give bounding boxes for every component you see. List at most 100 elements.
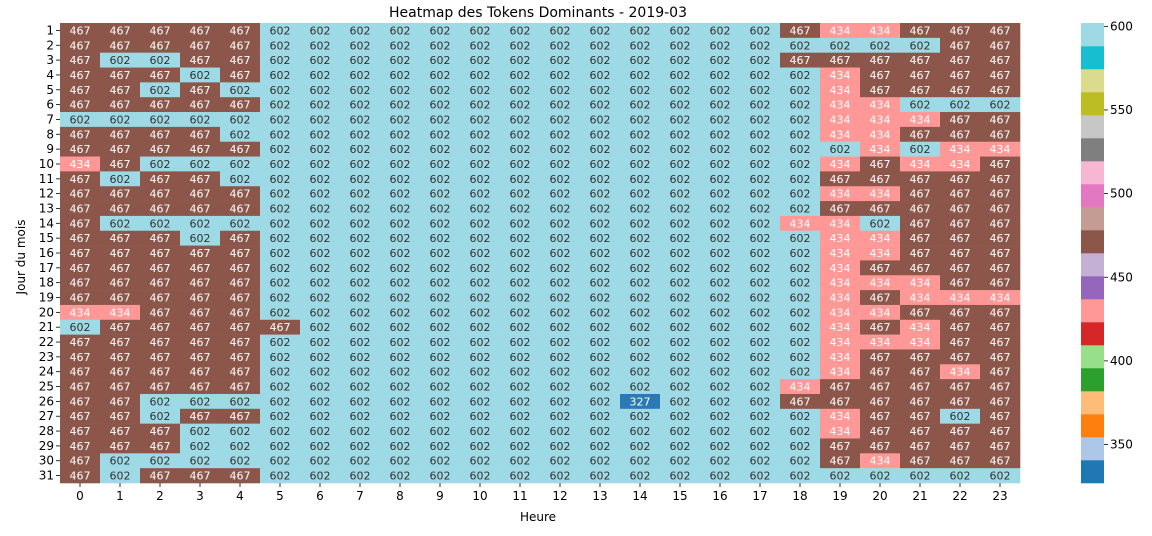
heatmap-cell (820, 468, 861, 484)
heatmap-cell (300, 468, 341, 484)
cell-value-label: 467 (870, 381, 891, 394)
cell-value-label: 602 (670, 425, 691, 438)
heatmap-cell (100, 82, 141, 98)
cell-value-label: 602 (670, 440, 691, 453)
cell-value-label: 602 (430, 440, 451, 453)
heatmap-cell (620, 245, 661, 261)
cell-value-label: 434 (110, 306, 131, 319)
cell-value-label: 602 (430, 277, 451, 290)
cell-value-label: 602 (430, 292, 451, 305)
heatmap-cell (220, 275, 261, 291)
x-tick-label: 0 (76, 489, 84, 503)
heatmap-cell (820, 141, 861, 157)
heatmap-cell (740, 334, 781, 350)
heatmap-cell (140, 201, 181, 217)
cell-value-label: 602 (550, 262, 571, 275)
heatmap-cell (60, 141, 101, 157)
cell-value-label: 467 (190, 128, 211, 141)
heatmap-cell (700, 304, 741, 321)
cell-value-label: 467 (830, 54, 851, 67)
heatmap-cell (500, 379, 541, 395)
cell-value-label: 602 (510, 54, 531, 67)
cell-value-label: 467 (70, 292, 91, 305)
cell-value-label: 602 (670, 217, 691, 230)
heatmap-cell (700, 319, 741, 335)
heatmap-cell (940, 438, 981, 454)
heatmap-cell (140, 171, 181, 187)
cell-value-label: 602 (150, 84, 171, 97)
cell-value-label: 602 (790, 143, 811, 156)
cell-value-label: 467 (870, 410, 891, 423)
heatmap-cell (220, 349, 261, 365)
heatmap-cell (260, 245, 301, 261)
heatmap-cell (260, 393, 301, 410)
cell-value-label: 602 (390, 440, 411, 453)
heatmap-cell (140, 82, 181, 98)
heatmap-cell (260, 260, 301, 276)
heatmap-cell (340, 52, 381, 68)
cell-value-label: 602 (950, 470, 971, 483)
heatmap-cell (260, 186, 301, 202)
heatmap-cell (700, 126, 741, 143)
cell-value-label: 434 (830, 24, 851, 37)
cell-value-label: 602 (270, 440, 291, 453)
cell-value-label: 602 (710, 188, 731, 201)
heatmap-cell (380, 319, 421, 335)
y-tick-label: 2 (46, 38, 54, 52)
heatmap-cell (660, 141, 701, 157)
cell-value-label: 602 (350, 84, 371, 97)
heatmap-cell (500, 215, 541, 232)
cell-value-label: 602 (350, 39, 371, 52)
cell-value-label: 467 (950, 336, 971, 349)
cell-value-label: 467 (110, 351, 131, 364)
heatmap-cell (540, 67, 581, 83)
heatmap-cell (180, 453, 221, 469)
heatmap-cell (180, 126, 221, 143)
cell-value-label: 434 (830, 247, 851, 260)
heatmap-cell (380, 141, 421, 157)
cell-value-label: 602 (470, 351, 491, 364)
heatmap-cell (980, 364, 1021, 380)
heatmap-cell (980, 112, 1021, 128)
heatmap-cell (940, 423, 981, 439)
heatmap-cell (780, 82, 821, 98)
cell-value-label: 602 (750, 366, 771, 379)
colorbar-segment (1081, 184, 1104, 208)
cell-value-label: 602 (390, 143, 411, 156)
y-tick-label: 22 (39, 335, 54, 349)
heatmap-cell (740, 171, 781, 187)
heatmap-cell (420, 379, 461, 395)
cell-value-label: 467 (990, 54, 1011, 67)
cell-value-label: 602 (310, 410, 331, 423)
heatmap-cell (100, 112, 141, 128)
cell-value-label: 467 (910, 232, 931, 245)
heatmap-cell (260, 334, 301, 350)
cell-value-label: 602 (310, 306, 331, 319)
heatmap-cell (620, 260, 661, 276)
heatmap-cell (180, 364, 221, 380)
cell-value-label: 467 (230, 188, 251, 201)
heatmap-cell (860, 319, 901, 335)
heatmap-cell (420, 453, 461, 469)
heatmap-cell (180, 23, 221, 39)
heatmap-cell (780, 171, 821, 187)
cell-value-label: 602 (270, 336, 291, 349)
y-tick-label: 31 (39, 469, 54, 483)
heatmap-cell (140, 126, 181, 143)
cell-value-label: 602 (550, 232, 571, 245)
heatmap-cell (180, 112, 221, 128)
heatmap-cell (860, 453, 901, 469)
colorbar-segment (1081, 253, 1104, 277)
heatmap-cell (140, 141, 181, 157)
heatmap-cell (780, 408, 821, 424)
cell-value-label: 602 (710, 410, 731, 423)
heatmap-cell (100, 379, 141, 395)
heatmap-cell (380, 97, 421, 113)
heatmap-cell (820, 379, 861, 395)
cell-value-label: 602 (590, 351, 611, 364)
heatmap-cell (500, 290, 541, 306)
cell-value-label: 602 (350, 381, 371, 394)
cell-value-label: 467 (870, 202, 891, 215)
heatmap-cell (300, 230, 341, 246)
heatmap-cell (820, 82, 861, 98)
